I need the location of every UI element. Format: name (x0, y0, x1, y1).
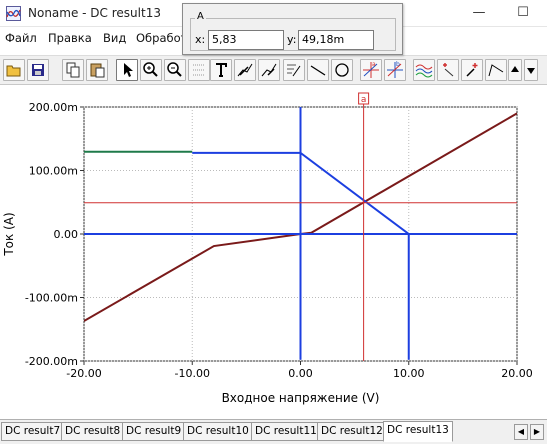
zoom-in-icon[interactable] (140, 59, 162, 81)
menu-process[interactable]: Обработ (136, 31, 188, 45)
zoom-out-icon[interactable] (164, 59, 186, 81)
tab-dc-result11[interactable]: DC result11 (251, 422, 321, 441)
add-pick-icon[interactable] (461, 59, 483, 81)
y-tick-label: 0.00 (54, 228, 79, 241)
series-line-2 (192, 151, 410, 360)
maximize-button[interactable]: ☐ (517, 5, 529, 20)
y-tick-label: 100.00m (29, 165, 78, 178)
coordinate-popup: A x: 5,83 y: 49,18m (182, 3, 403, 55)
circle-icon[interactable] (331, 59, 353, 81)
svg-text:a: a (372, 61, 376, 68)
x-tick-label: 20.00 (501, 367, 533, 380)
svg-text:b: b (396, 61, 400, 68)
waves-icon[interactable] (413, 59, 435, 81)
tab-dc-result9[interactable]: DC result9 (122, 422, 186, 441)
menu-file[interactable]: Файл (5, 31, 37, 45)
slope-icon[interactable] (485, 59, 507, 81)
cursor-b-icon[interactable]: b (384, 59, 406, 81)
y-tick-label: 200.00m (29, 101, 78, 114)
plot-area[interactable]: -20.00 -10.00 0.00 10.00 20.00 200.00m 100.00m… (0, 87, 547, 417)
tab-dc-result7[interactable]: DC result7 (1, 422, 65, 441)
menu-edit[interactable]: Правка (48, 31, 92, 45)
line-icon[interactable] (307, 59, 329, 81)
x-label: x: (195, 33, 206, 46)
marker-b-icon[interactable] (258, 59, 280, 81)
y-tick-label: -200.00m (25, 355, 78, 368)
x-tick-label: 0.00 (288, 367, 313, 380)
tab-scroll-right-icon[interactable]: ▶ (530, 424, 544, 440)
tab-dc-result10[interactable]: DC result10 (183, 422, 253, 441)
x-axis-label: Входное напряжение (V) (222, 391, 380, 405)
save-icon[interactable] (27, 59, 49, 81)
cursor-marker-box (358, 92, 370, 105)
down-icon[interactable] (524, 59, 538, 81)
series-group (84, 107, 517, 360)
y-value-field[interactable]: 49,18m (298, 30, 374, 50)
coordinate-group (190, 18, 396, 51)
y-label: y: (287, 33, 297, 46)
y-tick-label: -100.00m (25, 292, 78, 305)
copy-icon[interactable] (62, 59, 84, 81)
paste-icon[interactable] (86, 59, 108, 81)
tab-dc-result8[interactable]: DC result8 (61, 422, 125, 441)
menu-view[interactable]: Вид (103, 31, 127, 45)
coordinate-group-label: A (195, 11, 206, 22)
marker-a-icon[interactable] (234, 59, 256, 81)
dc-result-chart[interactable]: -20.00 -10.00 0.00 10.00 20.00 200.00m 100.00m… (0, 87, 547, 417)
x-tick-label: -10.00 (175, 367, 210, 380)
window-title: Noname - DC result13 (28, 6, 161, 20)
app-icon (6, 6, 21, 21)
result-tabs: DC result7 DC result8 DC result9 DC resu… (0, 419, 547, 444)
tab-scroll-left-icon[interactable]: ◀ (514, 424, 528, 440)
x-value-field[interactable]: 5,83 (208, 30, 284, 50)
text-icon[interactable] (210, 59, 232, 81)
cursor-marker-label: a (361, 95, 367, 105)
up-icon[interactable] (508, 59, 522, 81)
open-icon[interactable] (3, 59, 25, 81)
minimize-button[interactable]: — (472, 5, 486, 20)
toolbar: a b (0, 55, 547, 85)
x-tick-label: 10.00 (393, 367, 425, 380)
tab-dc-result13[interactable]: DC result13 (383, 421, 453, 442)
pointer-icon[interactable] (116, 59, 138, 81)
cursor-a-icon[interactable]: a (360, 59, 382, 81)
draw-icon[interactable] (283, 59, 305, 81)
y-axis-label: Ток (A) (2, 212, 16, 256)
x-tick-label: -20.00 (66, 367, 101, 380)
grid-icon[interactable] (188, 59, 210, 81)
tab-dc-result12[interactable]: DC result12 (317, 422, 387, 441)
pick-icon[interactable] (437, 59, 459, 81)
